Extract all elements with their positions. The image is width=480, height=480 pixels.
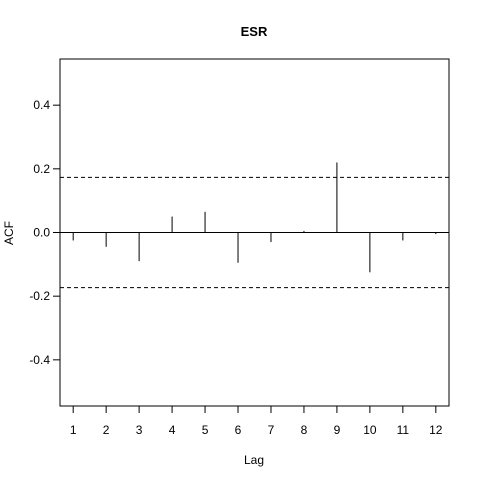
x-tick-label: 5: [202, 423, 209, 437]
x-tick-label: 4: [169, 423, 176, 437]
y-tick-label: 0.2: [33, 162, 50, 176]
chart-title: ESR: [241, 24, 268, 39]
x-axis: 1 2 3 4 5 6 7 8 9 10 11 12: [70, 406, 443, 437]
x-tick-label: 10: [363, 423, 377, 437]
y-tick-label: 0.4: [33, 98, 50, 112]
x-tick-label: 3: [136, 423, 143, 437]
x-axis-title: Lag: [244, 453, 264, 467]
y-tick-label: -0.2: [29, 289, 50, 303]
x-tick-label: 7: [268, 423, 275, 437]
x-tick-label: 2: [103, 423, 110, 437]
y-tick-label: 0.0: [33, 226, 50, 240]
x-tick-label: 11: [397, 423, 410, 437]
x-tick-label: 12: [429, 423, 443, 437]
x-tick-label: 6: [235, 423, 242, 437]
x-tick-label: 8: [301, 423, 308, 437]
y-axis-title: ACF: [2, 221, 16, 245]
y-axis: -0.4 -0.2 0.0 0.2 0.4: [29, 98, 60, 367]
acf-bars: [72, 162, 437, 273]
y-tick-label: -0.4: [29, 353, 50, 367]
confidence-bounds: [60, 176, 449, 289]
x-tick-label: 9: [334, 423, 341, 437]
x-tick-label: 1: [70, 423, 77, 437]
